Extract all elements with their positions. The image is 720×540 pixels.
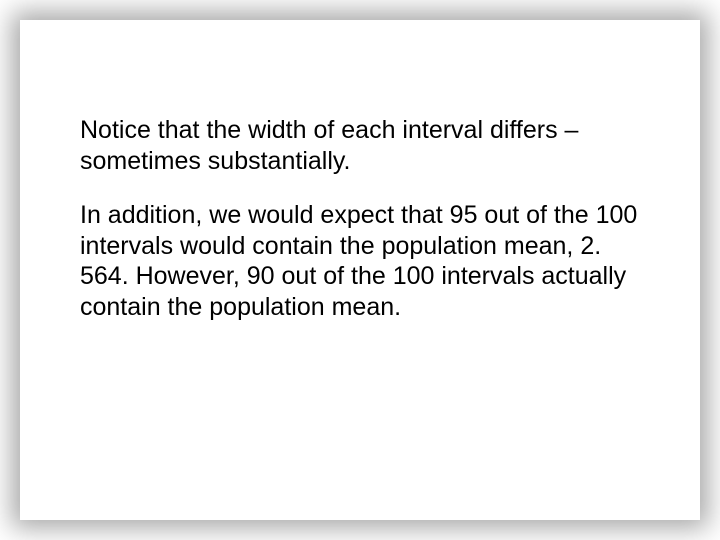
paragraph-2: In addition, we would expect that 95 out… (80, 200, 640, 322)
slide-card: Notice that the width of each interval d… (20, 20, 700, 520)
paragraph-1: Notice that the width of each interval d… (80, 115, 640, 176)
